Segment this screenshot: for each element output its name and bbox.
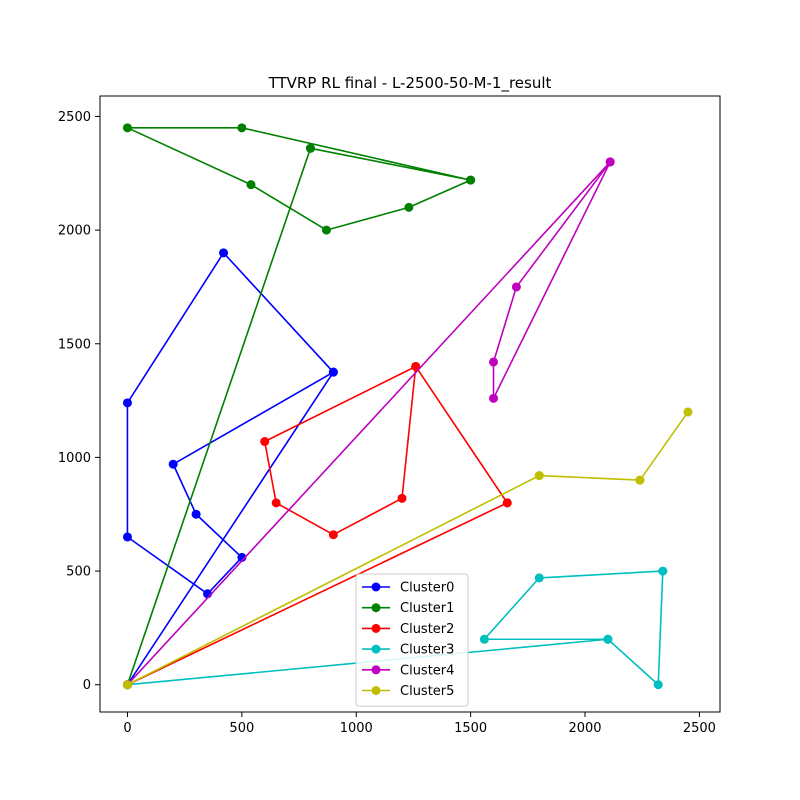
data-point <box>635 475 645 485</box>
legend-item-cluster1: Cluster1 <box>362 601 454 616</box>
data-point <box>489 393 499 403</box>
legend-label: Cluster2 <box>400 622 454 637</box>
data-point <box>305 143 315 153</box>
data-point <box>404 202 414 212</box>
data-point <box>122 532 132 542</box>
data-point <box>237 123 247 133</box>
x-tick-label: 1000 <box>340 721 373 736</box>
data-point <box>122 398 132 408</box>
data-point <box>271 498 281 508</box>
data-point <box>122 123 132 133</box>
data-point <box>260 437 270 447</box>
legend-item-cluster5: Cluster5 <box>362 684 454 699</box>
y-tick-label: 0 <box>83 678 91 693</box>
axes-layer: 0 500 1000 1500 2000 2500 0 500 1000 1500 2000 2500 <box>58 110 716 736</box>
data-point <box>191 509 201 519</box>
series-line-cluster3 <box>127 570 664 686</box>
series-line-cluster2 <box>127 365 509 686</box>
series-cluster5 <box>122 407 693 690</box>
legend-marker <box>371 603 381 613</box>
data-point <box>534 471 544 481</box>
data-point <box>328 530 338 540</box>
y-tick-label: 1000 <box>58 451 91 466</box>
x-tick-label: 1500 <box>454 721 487 736</box>
series-cluster0 <box>122 248 338 690</box>
data-point <box>246 180 256 190</box>
y-tick-label: 2000 <box>58 224 91 239</box>
legend-label: Cluster4 <box>400 663 454 678</box>
x-tick-label: 2500 <box>683 721 716 736</box>
data-point <box>411 361 421 371</box>
plot-frame <box>99 95 721 713</box>
data-point <box>683 407 693 417</box>
data-point <box>397 493 407 503</box>
series-line-cluster0 <box>126 252 335 686</box>
x-tick-label: 0 <box>123 721 131 736</box>
legend-marker <box>371 623 381 633</box>
data-point <box>605 157 615 167</box>
legend-label: Cluster0 <box>400 581 454 596</box>
legend: Cluster0 Cluster1 Cluster2 Cluster3 Cluster4… <box>355 573 469 707</box>
y-tick-label: 2500 <box>58 110 91 125</box>
legend-marker <box>371 644 381 654</box>
data-point <box>219 248 229 258</box>
data-point <box>603 634 613 644</box>
x-tick-label: 2000 <box>568 721 601 736</box>
y-tick-label: 1500 <box>58 337 91 352</box>
legend-item-cluster3: Cluster3 <box>362 643 454 658</box>
x-tick-label: 500 <box>229 721 254 736</box>
legend-label: Cluster1 <box>400 601 454 616</box>
legend-marker <box>371 665 381 675</box>
data-point <box>122 680 132 690</box>
legend-marker <box>371 582 381 592</box>
data-point <box>653 680 663 690</box>
data-point <box>321 225 331 235</box>
data-point <box>168 459 178 469</box>
series-layer <box>122 123 693 690</box>
legend-label: Cluster5 <box>400 684 454 699</box>
legend-item-cluster2: Cluster2 <box>362 622 454 637</box>
legend-marker <box>371 686 381 695</box>
data-point <box>328 367 338 377</box>
chart-title: TTVRP RL final - L-2500-50-M-1_result <box>268 74 552 93</box>
legend-item-cluster0: Cluster0 <box>362 581 454 596</box>
data-point <box>511 282 521 292</box>
y-tick-label: 500 <box>66 565 91 580</box>
data-point <box>479 634 489 644</box>
data-point <box>489 357 499 367</box>
data-point <box>534 573 544 583</box>
legend-label: Cluster3 <box>400 643 454 658</box>
legend-item-cluster4: Cluster4 <box>362 663 454 678</box>
data-point <box>658 566 668 576</box>
data-point <box>466 175 476 185</box>
data-point <box>237 552 247 562</box>
data-point <box>502 498 512 508</box>
